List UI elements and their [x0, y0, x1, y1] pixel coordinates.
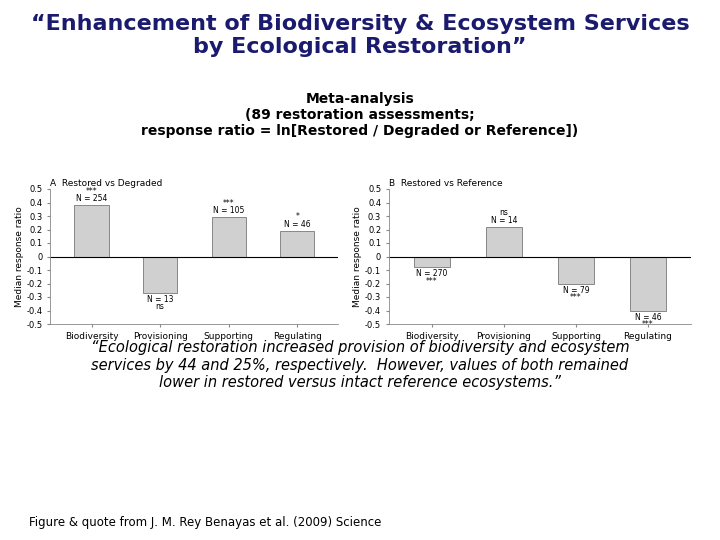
Text: ns: ns	[156, 302, 165, 312]
Text: *: *	[295, 212, 300, 221]
Bar	[143, 256, 177, 293]
Text: Meta-analysis
(89 restoration assessments;
response ratio = ln[Restored / Degrad: Meta-analysis (89 restoration assessment…	[141, 92, 579, 138]
Text: B  Restored vs Reference: B Restored vs Reference	[389, 179, 503, 188]
Text: N = 79: N = 79	[563, 286, 589, 294]
Bar	[414, 256, 450, 267]
Text: ***: ***	[570, 293, 582, 302]
Bar	[558, 256, 594, 284]
Bar	[486, 227, 522, 256]
Text: ***: ***	[223, 199, 235, 208]
Bar	[630, 256, 666, 310]
Text: ***: ***	[426, 276, 438, 286]
Text: A  Restored vs Degraded: A Restored vs Degraded	[50, 179, 163, 188]
Y-axis label: Median response ratio: Median response ratio	[353, 206, 362, 307]
Text: ***: ***	[86, 187, 97, 195]
Text: N = 270: N = 270	[416, 269, 448, 278]
Bar	[212, 217, 246, 256]
Text: N = 13: N = 13	[147, 295, 174, 304]
Bar	[74, 205, 109, 256]
Text: N = 46: N = 46	[635, 313, 661, 321]
Text: N = 105: N = 105	[213, 206, 244, 215]
Bar	[280, 231, 315, 256]
Text: “Enhancement of Biodiversity & Ecosystem Services
by Ecological Restoration”: “Enhancement of Biodiversity & Ecosystem…	[31, 14, 689, 57]
Text: N = 254: N = 254	[76, 194, 107, 203]
Text: ns: ns	[500, 208, 508, 217]
Text: N = 46: N = 46	[284, 220, 310, 229]
Text: Figure & quote from J. M. Rey Benayas et al. (2009) Science: Figure & quote from J. M. Rey Benayas et…	[29, 516, 381, 529]
Y-axis label: Median response ratio: Median response ratio	[14, 206, 24, 307]
Text: “Ecological restoration increased provision of biodiversity and ecosystem
servic: “Ecological restoration increased provis…	[91, 340, 629, 390]
Text: N = 14: N = 14	[491, 216, 517, 225]
Text: ***: ***	[642, 320, 654, 329]
